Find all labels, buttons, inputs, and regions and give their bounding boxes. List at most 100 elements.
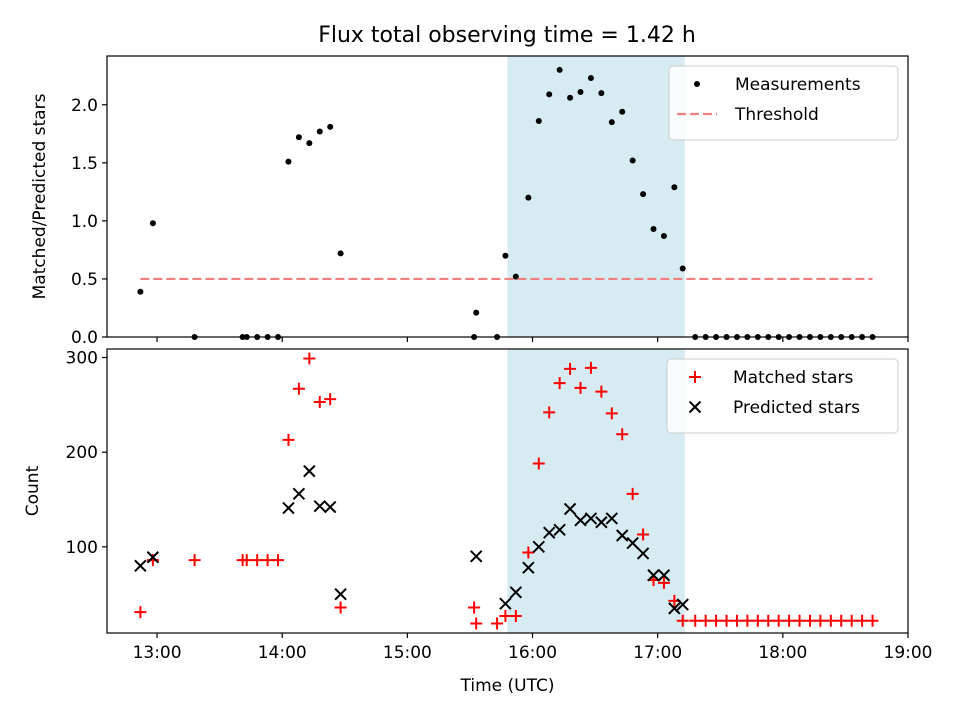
predicted-stars-point: [334, 587, 347, 601]
legend-label: Matched stars: [733, 368, 853, 388]
matched-stars-point: [637, 528, 650, 541]
legend-box: [666, 358, 899, 434]
matched-stars-point: [595, 385, 608, 398]
measurement-point: [295, 134, 302, 141]
matched-stars-point: [334, 601, 347, 614]
x-tick-label: 19:00: [884, 643, 933, 663]
y-tick-label: 1.5: [71, 154, 98, 174]
measurement-point: [679, 265, 686, 272]
x-tick-label: 16:00: [508, 643, 557, 663]
matched-stars-point: [499, 609, 512, 622]
predicted-stars-point: [605, 512, 619, 525]
observing-window-shade: [507, 349, 685, 633]
matched-stars-point: [657, 576, 670, 589]
matched-stars-point: [584, 361, 597, 374]
predicted-stars-point: [532, 540, 545, 554]
matched-stars-point: [134, 606, 147, 619]
measurement-point: [512, 273, 519, 280]
matched-stars-point: [292, 382, 305, 395]
x-tick-label: 18:00: [758, 643, 807, 663]
matched-stars-point: [303, 352, 316, 365]
measurement-point: [316, 128, 323, 135]
y-tick-label: 300: [66, 349, 98, 369]
legend-box: [668, 65, 899, 141]
predicted-stars-point: [574, 514, 587, 527]
measurement-point: [650, 226, 657, 233]
matched-stars-point: [689, 614, 702, 627]
measurement-point: [556, 66, 563, 73]
measurement-point: [660, 232, 667, 239]
predicted-stars-point: [323, 500, 337, 514]
measurement-point: [535, 118, 542, 125]
legend-measurement-swatch: [694, 81, 700, 87]
x-tick-label: 14:00: [258, 643, 307, 663]
axes-frame: [106, 348, 909, 634]
matched-stars-point: [676, 614, 689, 627]
matched-stars-point: [532, 457, 545, 470]
matched-stars-point: [272, 554, 285, 567]
matched-stars-point: [282, 433, 295, 446]
matched-stars-point: [605, 407, 618, 420]
matched-stars-point: [845, 614, 858, 627]
measurement-point: [577, 88, 584, 95]
matched-stars-point: [793, 614, 806, 627]
legend-predicted-swatch: [688, 400, 702, 414]
matched-stars-point: [626, 487, 639, 500]
legend-label: Predicted stars: [733, 398, 860, 418]
predicted-stars-point: [313, 499, 326, 513]
measurement-point: [587, 75, 594, 82]
measurement-point: [567, 94, 574, 101]
predicted-stars-point: [676, 598, 689, 611]
predicted-stars-point: [303, 464, 316, 478]
y-tick-label: 1.0: [71, 212, 98, 232]
predicted-stars-point: [616, 529, 629, 542]
matched-stars-point: [772, 614, 785, 627]
measurement-point: [525, 194, 532, 201]
predicted-stars-point: [282, 501, 295, 515]
matched-stars-point: [710, 614, 723, 627]
predicted-stars-point: [626, 536, 639, 550]
matched-stars-point: [522, 546, 535, 559]
measurement-point: [473, 309, 480, 316]
measurement-point: [640, 191, 647, 198]
matched-stars-point: [814, 614, 827, 627]
predicted-stars-point: [522, 561, 535, 574]
x-tick-label: 13:00: [133, 643, 182, 663]
legend-label: Measurements: [735, 75, 861, 95]
counts-panel: 100 200 300 13:00 14:00 15:00 16:00 17:00 18:00 1…: [23, 348, 933, 696]
axes-frame: [106, 55, 909, 338]
legend: Measurements Threshold: [668, 65, 899, 141]
matched-stars-point: [564, 362, 577, 375]
y-tick-label: 200: [66, 443, 98, 463]
legend-matched-swatch: [689, 371, 701, 383]
measurement-point: [598, 90, 605, 97]
measurements-panel: 0.0 0.5 1.0 1.5 2.0 Matched/Predicted stars Me…: [30, 55, 909, 348]
matched-stars-point: [699, 614, 712, 627]
y-axis-label: Matched/Predicted stars: [30, 93, 50, 299]
matched-stars-point: [720, 614, 733, 627]
x-axis-label: Time (UTC): [460, 676, 555, 696]
chart-title: Flux total observing time = 1.42 h: [318, 23, 696, 48]
measurement-point: [671, 184, 678, 191]
predicted-stars-point: [146, 551, 160, 564]
x-tick-label: 15:00: [383, 643, 432, 663]
matched-stars-point: [803, 614, 816, 627]
matched-stars-point: [543, 406, 556, 419]
matched-stars-point: [324, 393, 337, 406]
predicted-stars-point: [509, 586, 523, 599]
matched-stars-point: [313, 396, 326, 409]
measurement-point: [285, 158, 292, 165]
matched-stars-point: [553, 377, 566, 390]
matched-stars-point: [856, 614, 869, 627]
matched-stars-point: [188, 554, 201, 567]
measurement-point: [149, 220, 156, 227]
measurement-point: [327, 123, 334, 130]
predicted-stars-point: [292, 487, 306, 501]
matched-stars-point: [824, 614, 837, 627]
measurement-point: [608, 119, 615, 126]
legend-label: Threshold: [734, 105, 819, 125]
measurement-point: [306, 140, 313, 147]
measurement-point: [137, 288, 144, 295]
matched-stars-point: [616, 428, 629, 441]
predicted-stars-point: [553, 523, 566, 537]
